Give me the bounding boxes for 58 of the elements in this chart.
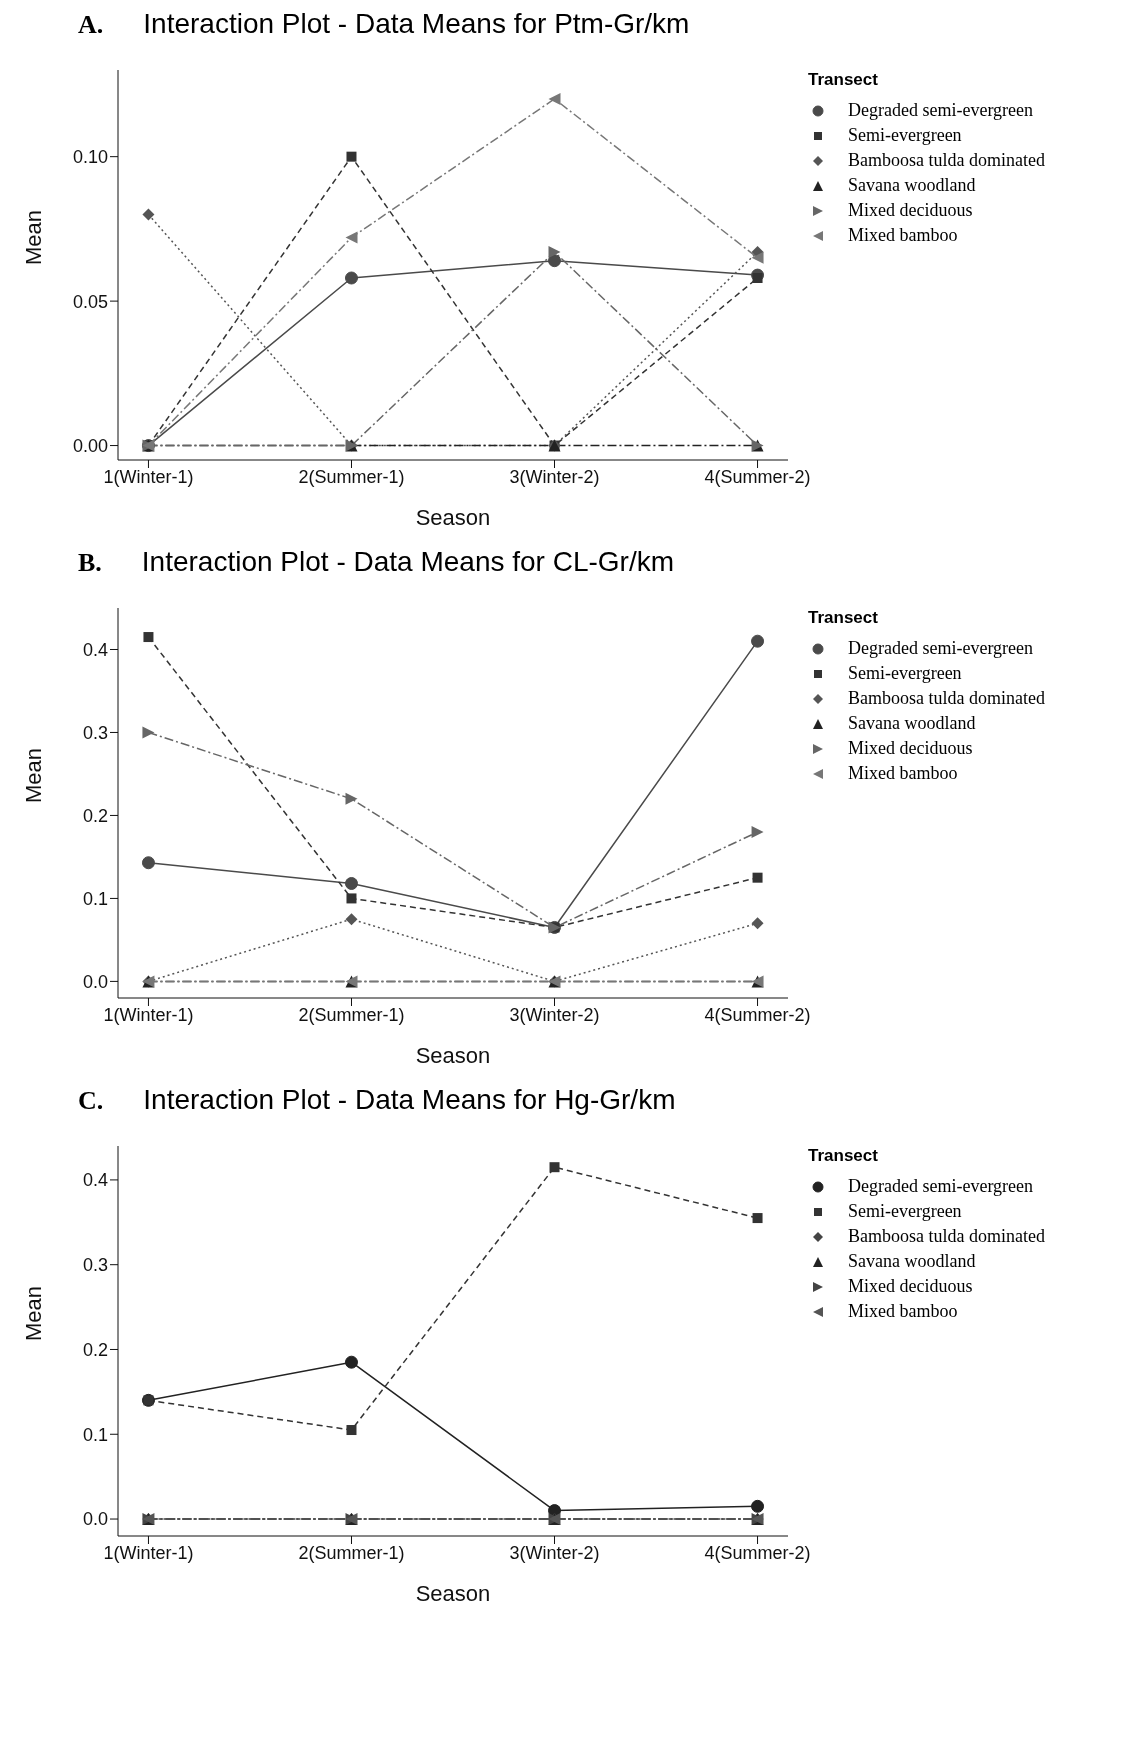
legend-label: Semi-evergreen xyxy=(848,125,962,146)
y-tick-label: 0.4 xyxy=(82,1170,108,1191)
x-axis-title: Season xyxy=(415,505,491,530)
x-tick-label: 3(Winter-2) xyxy=(509,466,600,487)
text: B. xyxy=(78,548,102,578)
legend-label: Degraded semi-evergreen xyxy=(848,638,1034,659)
x-tick-label: 1(Winter-1) xyxy=(103,1004,194,1025)
legend-label: Savana woodland xyxy=(848,1251,976,1272)
y-tick-label: 0.0 xyxy=(82,1509,108,1530)
legend-label: Degraded semi-evergreen xyxy=(848,100,1034,121)
x-tick-label: 1(Winter-1) xyxy=(103,466,194,487)
y-tick-label: 0.00 xyxy=(72,435,108,456)
legend-label: Mixed bamboo xyxy=(848,763,958,784)
x-tick-label: 4(Summer-2) xyxy=(704,1004,811,1025)
legend-label: Mixed deciduous xyxy=(848,738,973,759)
text: A. xyxy=(78,10,104,40)
x-tick-label: 4(Summer-2) xyxy=(704,1542,811,1563)
chart-title: Interaction Plot - Data Means for Hg-Gr/km xyxy=(143,1084,676,1116)
x-tick-label: 4(Summer-2) xyxy=(704,466,811,487)
legend-label: Mixed deciduous xyxy=(848,200,973,221)
y-axis-title: Mean xyxy=(20,209,46,265)
y-tick-label: 0.2 xyxy=(82,1339,108,1360)
legend-label: Bamboosa tulda dominated xyxy=(848,1226,1045,1247)
x-tick-label: 2(Summer-1) xyxy=(298,1542,405,1563)
y-tick-label: 0.10 xyxy=(72,147,108,168)
x-tick-label: 2(Summer-1) xyxy=(298,466,405,487)
y-tick-label: 0.4 xyxy=(82,639,108,660)
legend-label: Savana woodland xyxy=(848,175,976,196)
legend-label: Semi-evergreen xyxy=(848,663,962,684)
legend-label: Mixed bamboo xyxy=(848,225,958,246)
legend-title: Transect xyxy=(808,1146,879,1166)
legend-title: Transect xyxy=(808,70,879,90)
x-tick-label: 1(Winter-1) xyxy=(103,1542,194,1563)
y-axis-title: Mean xyxy=(20,1285,46,1341)
legend-label: Semi-evergreen xyxy=(848,1201,962,1222)
x-axis-title: Season xyxy=(415,1043,491,1068)
legend-title: Transect xyxy=(808,608,879,628)
x-tick-label: 3(Winter-2) xyxy=(509,1542,600,1563)
y-tick-label: 0.0 xyxy=(82,971,108,992)
legend-label: Degraded semi-evergreen xyxy=(848,1176,1034,1197)
legend-label: Bamboosa tulda dominated xyxy=(848,150,1045,171)
y-tick-label: 0.05 xyxy=(72,291,108,312)
legend-label: Savana woodland xyxy=(848,713,976,734)
x-tick-label: 2(Summer-1) xyxy=(298,1004,405,1025)
y-tick-label: 0.1 xyxy=(82,1424,108,1445)
y-tick-label: 0.2 xyxy=(82,805,108,826)
x-axis-title: Season xyxy=(415,1581,491,1606)
legend-label: Mixed bamboo xyxy=(848,1301,958,1322)
legend-label: Bamboosa tulda dominated xyxy=(848,688,1045,709)
chart-title: Interaction Plot - Data Means for CL-Gr/km xyxy=(141,546,675,578)
y-tick-label: 0.3 xyxy=(82,1255,108,1276)
y-axis-title: Mean xyxy=(20,747,46,803)
chart-title: Interaction Plot - Data Means for Ptm-Gr/km xyxy=(143,8,690,40)
text: C. xyxy=(78,1086,104,1116)
x-tick-label: 3(Winter-2) xyxy=(509,1004,600,1025)
y-tick-label: 0.1 xyxy=(82,888,108,909)
legend-label: Mixed deciduous xyxy=(848,1276,973,1297)
y-tick-label: 0.3 xyxy=(82,722,108,743)
